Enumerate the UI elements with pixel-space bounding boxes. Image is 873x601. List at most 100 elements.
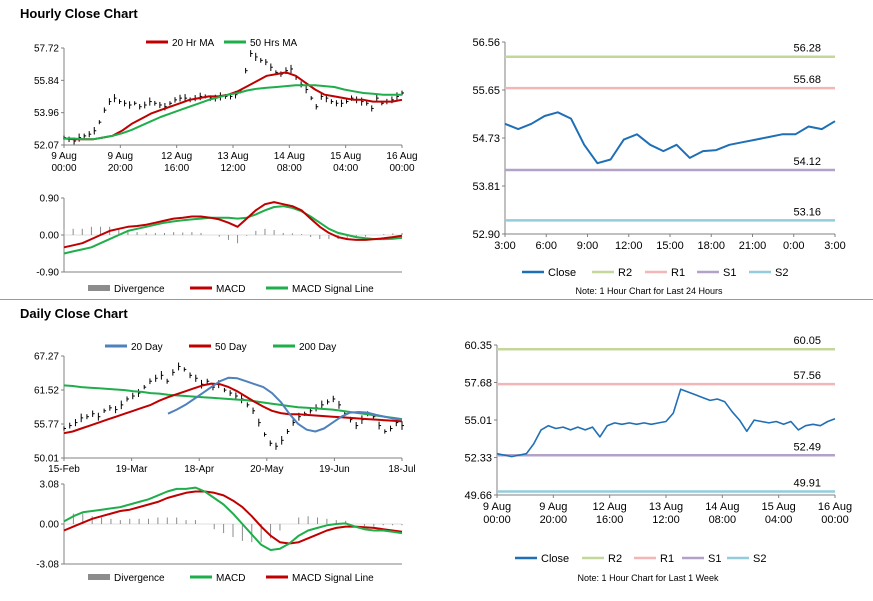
legend-daily-divergence-label: Divergence	[114, 573, 165, 584]
legend-hourly-r1-label: R1	[671, 267, 685, 279]
legend-hourly-r2-label: R2	[618, 267, 632, 279]
hourly-macd-signal-line	[63, 205, 403, 255]
daily-macd-ytick-label: -3.08	[36, 560, 59, 571]
hourly-levels-ytick-label: 52.90	[472, 229, 500, 241]
daily-price-ytick-label: 67.27	[34, 352, 59, 363]
weekly-levels-ytick-label: 57.68	[464, 377, 492, 389]
legend-20hr-ma-label: 20 Hr MA	[172, 38, 215, 49]
daily-price-xtick-label: 18-Apr	[184, 464, 215, 475]
daily-macd-chart: 3.08 0.00 -3.08 Divergence MACD MACD Signal L…	[36, 480, 403, 584]
hourly-levels-xtick-label: 21:00	[739, 240, 767, 252]
daily-price-xtick-label: 20-May	[250, 464, 283, 475]
legend-hourly-close-label: Close	[548, 267, 576, 279]
weekly-levels-xtick-label: 12:00	[652, 514, 680, 526]
daily-macd-ytick-label: 0.00	[40, 520, 60, 531]
legend-weekly-close-label: Close	[541, 553, 569, 565]
hourly-price-xtick-label: 13 Aug	[217, 151, 248, 162]
weekly-levels-level-label-r1: 57.56	[793, 370, 821, 382]
hourly-macd-ytick-label: 0.90	[40, 194, 60, 205]
hourly-levels-ytick-label: 53.81	[472, 181, 500, 193]
section-divider	[0, 299, 873, 300]
daily-price-xtick-label: 19-Mar	[116, 464, 148, 475]
daily-price-ytick-label: 61.52	[34, 386, 59, 397]
legend-daily-divergence-swatch	[88, 574, 110, 580]
hourly-levels-xtick-label: 3:00	[494, 240, 515, 252]
weekly-levels-ytick-label: 49.66	[464, 490, 492, 502]
hourly-levels-close-line	[504, 111, 836, 165]
weekly-levels-xtick-label: 16 Aug	[818, 501, 852, 513]
hourly-levels-xtick-label: 18:00	[697, 240, 725, 252]
legend-200-day-label: 200 Day	[299, 342, 336, 353]
legend-50-day-label: 50 Day	[215, 342, 247, 353]
daily-price-xtick-label: 18-Jul	[388, 464, 415, 475]
hourly-macd-ytick-label: 0.00	[40, 231, 60, 242]
daily-price-20day-line	[167, 376, 403, 433]
hourly-levels-ytick-label: 55.65	[472, 85, 500, 97]
hourly-price-xtick-label: 04:00	[333, 163, 358, 174]
daily-price-xtick-label: 15-Feb	[48, 464, 80, 475]
weekly-levels-note: Note: 1 Hour Chart for Last 1 Week	[578, 573, 719, 583]
weekly-levels-xtick-label: 00:00	[821, 514, 849, 526]
hourly-chart-title: Hourly Close Chart	[20, 6, 138, 21]
hourly-levels-level-label-r1: 55.68	[793, 74, 821, 86]
legend-weekly-r2-label: R2	[608, 553, 622, 565]
weekly-levels-xtick-label: 9 Aug	[539, 501, 567, 513]
hourly-levels-xtick-label: 12:00	[615, 240, 643, 252]
weekly-levels-level-label-s1: 52.49	[793, 441, 821, 453]
daily-chart-title: Daily Close Chart	[20, 306, 128, 321]
hourly-levels-xtick-label: 6:00	[536, 240, 557, 252]
hourly-price-ytick-label: 57.72	[34, 44, 59, 55]
daily-price-50day-line	[63, 382, 403, 435]
hourly-levels-xtick-label: 0:00	[783, 240, 804, 252]
hourly-price-xtick-label: 12 Aug	[161, 151, 192, 162]
hourly-price-xtick-label: 12:00	[220, 163, 245, 174]
daily-macd-signal-line	[63, 490, 403, 545]
legend-hourly-divergence-label: Divergence	[114, 284, 165, 295]
weekly-levels-level-label-s2: 49.91	[793, 477, 821, 489]
hourly-levels-ytick-label: 56.56	[472, 37, 500, 49]
weekly-levels-xtick-label: 00:00	[483, 514, 511, 526]
hourly-price-xtick-label: 15 Aug	[330, 151, 361, 162]
legend-weekly-s2-label: S2	[753, 553, 766, 565]
legend-hourly-s1-label: S1	[723, 267, 736, 279]
hourly-levels-xtick-label: 3:00	[824, 240, 845, 252]
hourly-price-xtick-label: 9 Aug	[108, 151, 134, 162]
hourly-price-xtick-label: 20:00	[108, 163, 133, 174]
hourly-levels-xtick-label: 15:00	[656, 240, 684, 252]
hourly-price-ytick-label: 52.07	[34, 141, 59, 152]
hourly-macd-ytick-label: -0.90	[36, 268, 59, 279]
hourly-macd-line	[63, 201, 403, 249]
legend-weekly-r1-label: R1	[660, 553, 674, 565]
hourly-price-ma50-line	[64, 84, 402, 141]
weekly-levels-xtick-label: 08:00	[709, 514, 737, 526]
hourly-price-xtick-label: 14 Aug	[274, 151, 305, 162]
legend-50hrs-ma-label: 50 Hrs MA	[250, 38, 298, 49]
legend-hourly-signal-label: MACD Signal Line	[292, 284, 374, 295]
hourly-price-ytick-label: 53.96	[34, 108, 59, 119]
weekly-levels-ytick-label: 52.33	[464, 452, 492, 464]
hourly-price-xtick-label: 16:00	[164, 163, 189, 174]
weekly-levels-xtick-label: 20:00	[540, 514, 568, 526]
weekly-levels-close-line	[496, 388, 836, 458]
legend-hourly-macd-label: MACD	[216, 284, 245, 295]
weekly-levels-xtick-label: 04:00	[765, 514, 793, 526]
daily-price-xtick-label: 19-Jun	[319, 464, 350, 475]
hourly-price-xtick-label: 00:00	[389, 163, 414, 174]
legend-hourly-divergence-swatch	[88, 285, 110, 291]
daily-price-200day-line	[63, 384, 403, 421]
weekly-levels-xtick-label: 13 Aug	[649, 501, 683, 513]
weekly-levels-xtick-label: 15 Aug	[762, 501, 796, 513]
hourly-price-xtick-label: 00:00	[51, 163, 76, 174]
legend-hourly-s2-label: S2	[775, 267, 788, 279]
weekly-levels-xtick-label: 16:00	[596, 514, 624, 526]
legend-daily-macd-label: MACD	[216, 573, 245, 584]
hourly-levels-note: Note: 1 Hour Chart for Last 24 Hours	[575, 286, 723, 296]
hourly-levels-level-label-s2: 53.16	[793, 206, 821, 218]
hourly-price-ytick-label: 55.84	[34, 76, 59, 87]
hourly-levels-ytick-label: 54.73	[472, 133, 500, 145]
